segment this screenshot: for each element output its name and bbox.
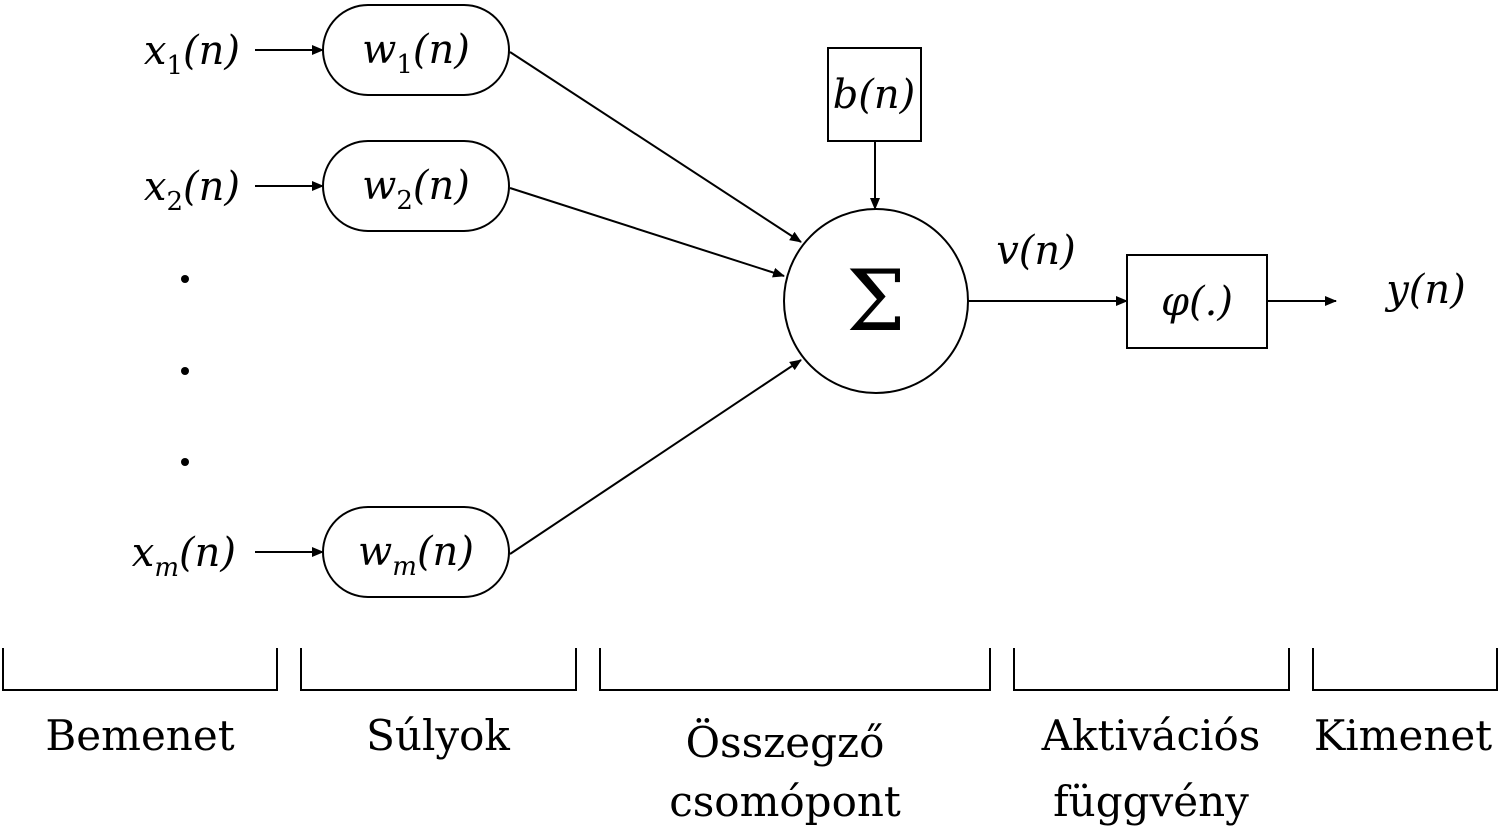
input-x2-label: x2(n) xyxy=(144,164,240,217)
w1-to-sum-arrow xyxy=(509,51,802,243)
activation-box xyxy=(1126,254,1268,349)
weight-w2-node xyxy=(322,140,510,232)
bracket-output xyxy=(1312,648,1498,691)
ellipsis-dot xyxy=(181,367,189,375)
induced-field-label: v(n) xyxy=(996,228,1076,274)
ellipsis-dot xyxy=(181,458,189,466)
weight-w2-label: w2(n) xyxy=(362,163,470,216)
input-xm-label: xm(n) xyxy=(132,530,236,583)
weight-w1-node xyxy=(322,4,510,96)
output-label: y(n) xyxy=(1384,267,1466,313)
section-label-output: Kimenet xyxy=(1314,711,1492,760)
bracket-inputs xyxy=(2,648,278,691)
weight-wm-node xyxy=(322,506,510,598)
bias-box xyxy=(827,47,922,142)
input-x1-label: x1(n) xyxy=(144,28,240,81)
weight-w1-label: w1(n) xyxy=(362,27,470,80)
section-label-activation-line2: függvény xyxy=(1053,777,1249,826)
bracket-activation xyxy=(1013,648,1290,691)
bracket-summing xyxy=(599,648,991,691)
section-label-inputs: Bemenet xyxy=(45,711,234,760)
weight-wm-label: wm(n) xyxy=(358,529,474,582)
wm-to-sum-arrow xyxy=(509,359,802,555)
section-label-summing-line1: Összegző xyxy=(686,717,885,767)
activation-label: φ(.) xyxy=(1161,279,1233,325)
section-label-activation-line1: Aktivációs xyxy=(1041,711,1261,760)
section-label-weights: Súlyok xyxy=(366,711,510,760)
w2-to-sum-arrow xyxy=(509,187,785,278)
sigma-symbol: Σ xyxy=(846,252,905,350)
section-label-summing-line2: csomópont xyxy=(669,777,901,826)
ellipsis-dot xyxy=(181,275,189,283)
bias-label: b(n) xyxy=(833,72,916,118)
bracket-weights xyxy=(300,648,577,691)
